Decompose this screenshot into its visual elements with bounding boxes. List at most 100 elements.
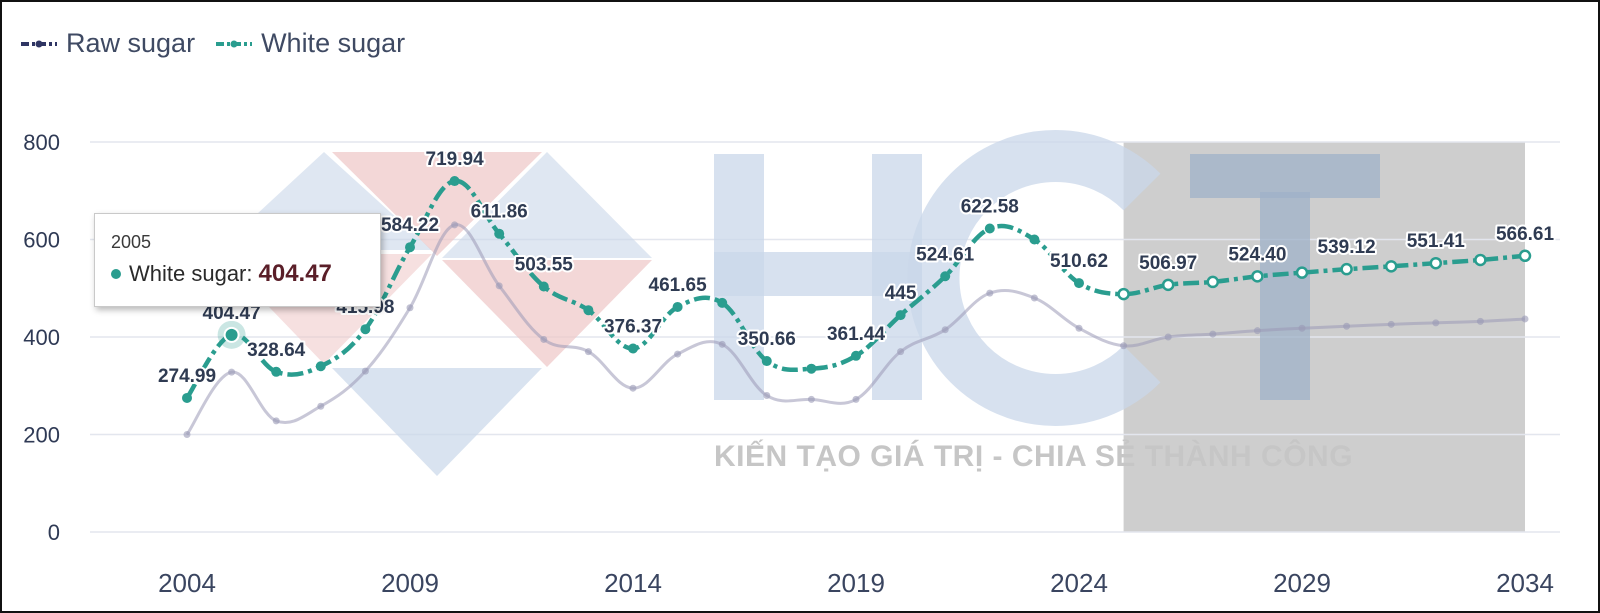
raw-sugar-point[interactable] [406,304,414,312]
white-sugar-point[interactable] [717,297,728,308]
white-sugar-point[interactable] [405,242,415,253]
white-sugar-point[interactable] [1340,262,1353,276]
raw-sugar-point[interactable] [1521,315,1529,323]
raw-sugar-point[interactable] [718,340,726,348]
white-sugar-point[interactable] [538,281,549,292]
raw-sugar-point[interactable] [986,289,994,297]
white-sugar-point[interactable] [1206,275,1220,289]
tooltip-year: 2005 [111,232,152,252]
white-sugar-data-label: 551.41 [1407,231,1466,252]
legend-label-raw-sugar: Raw sugar [66,28,196,58]
white-sugar-swatch-icon [216,40,253,47]
white-sugar-point[interactable] [271,366,282,377]
raw-sugar-point[interactable] [674,350,682,358]
tooltip-series-name: White sugar: [129,261,253,286]
watermark-c [907,130,1161,426]
raw-sugar-point[interactable] [361,367,369,375]
white-sugar-data-label: 524.61 [916,244,975,265]
white-sugar-point[interactable] [851,350,861,361]
raw-sugar-point[interactable] [1476,317,1484,325]
x-tick-label: 2004 [158,568,216,598]
white-sugar-point[interactable] [1029,234,1040,245]
white-sugar-point[interactable] [1474,253,1487,267]
raw-sugar-point[interactable] [897,348,905,356]
white-sugar-data-label: 361.44 [827,324,886,345]
tooltip-value: 404.47 [258,260,332,287]
white-sugar-point[interactable] [1518,249,1532,263]
white-sugar-line [185,178,1526,400]
raw-sugar-point[interactable] [1164,333,1172,341]
white-sugar-data-label: 566.61 [1496,224,1555,245]
raw-sugar-point[interactable] [584,348,592,356]
white-sugar-point[interactable] [1251,270,1264,283]
y-tick-label: 0 [48,520,60,545]
raw-sugar-point[interactable] [451,221,459,229]
white-sugar-point[interactable] [1295,266,1309,279]
raw-sugar-point[interactable] [1075,324,1083,332]
white-sugar-data-label: 506.97 [1139,253,1197,274]
white-sugar-point[interactable] [360,324,371,335]
y-tick-label: 400 [23,325,60,350]
raw-sugar-point[interactable] [807,395,815,403]
white-sugar-point[interactable] [628,343,638,354]
watermark-diamond-right [442,152,652,258]
raw-sugar-point[interactable] [763,392,771,399]
raw-sugar-point[interactable] [1253,327,1261,335]
legend-label-white-sugar: White sugar [261,28,406,58]
white-sugar-data-label: 719.94 [426,149,485,170]
white-sugar-data-label: 328.64 [247,340,306,361]
white-sugar-data-label: 350.66 [738,329,796,350]
white-sugar-point[interactable] [984,223,995,234]
white-sugar-point[interactable] [1384,260,1398,273]
white-sugar-point[interactable] [940,271,951,282]
raw-sugar-point[interactable] [1387,320,1395,328]
raw-sugar-point[interactable] [629,384,637,392]
y-tick-label: 800 [23,130,60,155]
x-tick-label: 2019 [827,568,885,598]
white-sugar-data-label: 524.40 [1228,244,1286,265]
watermark-t-stem [1260,192,1310,400]
x-tick-label: 2034 [1496,568,1554,598]
raw-sugar-point[interactable] [1209,330,1217,338]
white-sugar-point[interactable] [672,301,683,312]
watermark-triangle-top [332,152,542,256]
watermark-tagline: KIẾN TẠO GIÁ TRỊ - CHIA SẺ THÀNH CÔNG [714,439,1353,473]
raw-sugar-line [185,223,1526,436]
white-sugar-point[interactable] [1161,278,1175,292]
legend-item-raw-sugar[interactable]: Raw sugar [20,28,195,59]
white-sugar-point[interactable] [761,356,772,367]
white-sugar-data-label: 461.65 [649,275,708,296]
white-sugar-point[interactable] [583,305,594,316]
raw-sugar-point[interactable] [228,368,236,376]
white-sugar-point[interactable] [1074,278,1084,289]
white-sugar-point[interactable] [182,392,192,403]
white-sugar-point[interactable] [895,310,906,321]
white-sugar-point[interactable] [449,176,460,187]
raw-sugar-point[interactable] [272,417,280,425]
tooltip-series-dot-icon [111,269,121,279]
raw-sugar-point[interactable] [317,402,325,410]
white-sugar-point[interactable] [1117,287,1130,301]
raw-sugar-point[interactable] [540,335,548,343]
hover-tooltip: 2005 White sugar: 404.47 [94,213,381,307]
legend-item-white-sugar[interactable]: White sugar [215,28,405,59]
raw-sugar-point[interactable] [495,282,503,290]
white-sugar-data-label: 611.86 [471,202,528,223]
raw-sugar-point[interactable] [852,395,860,403]
chart-legend: Raw sugar White sugar [20,28,405,59]
white-sugar-point[interactable] [315,361,326,372]
hover-point-marker[interactable] [223,326,240,343]
raw-sugar-point[interactable] [1120,342,1128,350]
raw-sugar-swatch-icon [21,40,57,47]
white-sugar-point[interactable] [494,228,505,239]
raw-sugar-point[interactable] [941,326,949,334]
raw-sugar-point[interactable] [1432,319,1440,327]
white-sugar-point[interactable] [806,363,817,374]
raw-sugar-point[interactable] [1343,322,1351,330]
raw-sugar-point[interactable] [183,431,191,438]
white-sugar-point[interactable] [1429,256,1443,270]
white-sugar-data-label: 539.12 [1318,237,1376,258]
raw-sugar-point[interactable] [1298,324,1306,332]
raw-sugar-point[interactable] [1030,294,1038,302]
